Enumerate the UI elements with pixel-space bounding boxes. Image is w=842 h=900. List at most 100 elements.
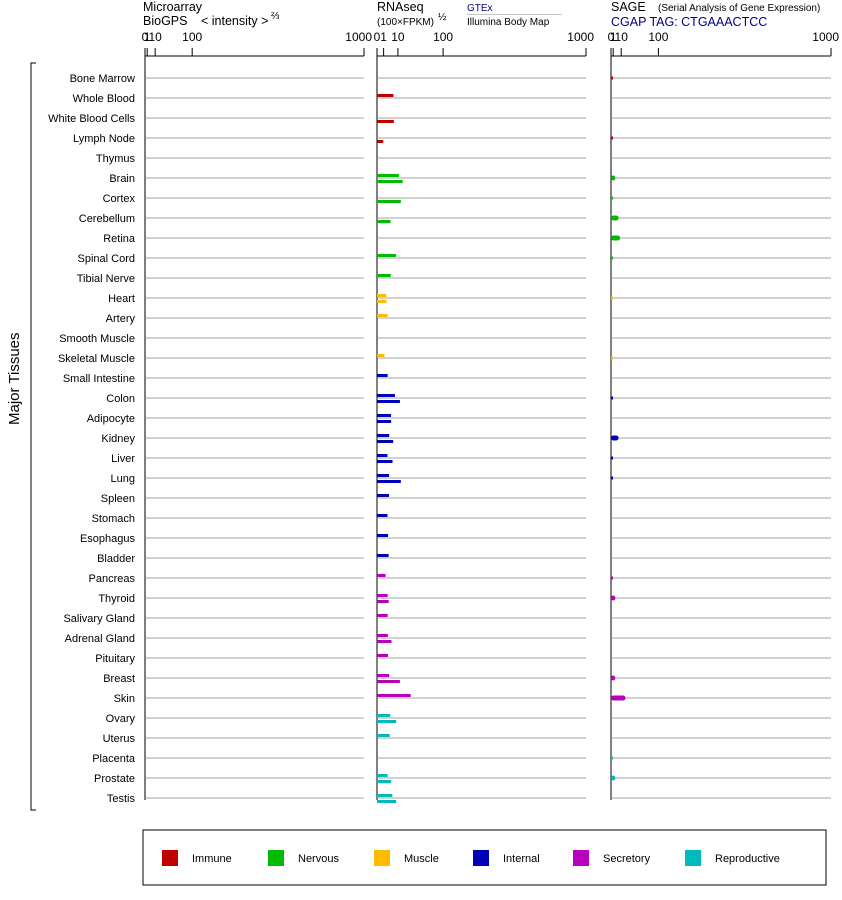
microarray-subtitle: BioGPS — [143, 14, 187, 28]
sage-bar — [611, 235, 621, 241]
rnaseq-title: RNAseq — [377, 0, 424, 14]
legend-label: Reproductive — [715, 853, 780, 865]
legend-swatch — [374, 850, 390, 866]
tissue-label: Spleen — [101, 493, 135, 505]
gtex-bar — [377, 774, 388, 777]
sage-bar — [611, 595, 616, 601]
gtex-bar — [377, 174, 399, 177]
sage-bar — [611, 476, 613, 480]
ibm-bar — [377, 640, 392, 643]
illumina-body-map-label: Illumina Body Map — [467, 17, 550, 28]
tissue-label: White Blood Cells — [48, 113, 135, 125]
tissue-label: Cerebellum — [79, 213, 135, 225]
microarray-tick-label: 0 — [142, 30, 149, 44]
sage-header: SAGE (Serial Analysis of Gene Expression… — [611, 0, 820, 29]
microarray-tick-label: 100 — [182, 30, 202, 44]
sage-bar — [611, 175, 616, 181]
gtex-bar — [377, 94, 394, 97]
gtex-bar — [377, 614, 388, 617]
gtex-bar — [377, 594, 388, 597]
sage-tick-label: 0 — [608, 30, 615, 44]
legend-swatch — [162, 850, 178, 866]
ibm-bar — [377, 120, 394, 123]
gtex-bar — [377, 634, 388, 637]
gtex-bar — [377, 314, 388, 317]
microarray-tick-label: 1 — [144, 30, 151, 44]
tissue-label: Liver — [111, 453, 135, 465]
gtex-bar — [377, 694, 411, 697]
sage-bar — [611, 456, 613, 460]
tissue-label: Thymus — [96, 153, 136, 165]
tissue-label: Colon — [106, 393, 135, 405]
legend-label: Internal — [503, 853, 540, 865]
legend-label: Immune — [192, 853, 232, 865]
tissue-label: Pituitary — [95, 653, 135, 665]
ibm-bar — [377, 680, 400, 683]
ibm-bar — [377, 780, 392, 783]
legend-label: Secretory — [603, 853, 651, 865]
rnaseq-subtitle: (100×FPKM) — [377, 17, 434, 28]
ibm-bar — [377, 220, 391, 223]
legend-swatch — [685, 850, 701, 866]
gtex-bar — [377, 374, 388, 377]
tissue-label: Prostate — [94, 773, 135, 785]
legend-items: Immune Nervous Muscle Internal Secretory Repr… — [162, 850, 780, 866]
sage-bar — [611, 396, 613, 400]
side-label: Major Tissues — [6, 332, 23, 425]
gtex-bar — [377, 714, 391, 717]
gtex-label: GTEx — [467, 3, 493, 14]
legend: Immune Nervous Muscle Internal Secretory Repr… — [142, 829, 827, 886]
sage-tag: CGAP TAG: CTGAAACTCC — [611, 15, 767, 29]
gtex-bar — [377, 494, 390, 497]
rnaseq-tick-label: 10 — [391, 30, 405, 44]
ibm-bar — [377, 420, 392, 423]
rnaseq-power: ½ — [438, 12, 447, 23]
legend-swatch — [573, 850, 589, 866]
sage-bar — [611, 215, 619, 221]
sage-bar — [611, 775, 616, 781]
tissue-label: Adipocyte — [87, 413, 135, 425]
tissue-label: Salivary Gland — [63, 613, 135, 625]
sage-bar — [611, 136, 613, 140]
rnaseq-tick-label: 1 — [380, 30, 387, 44]
legend-label: Muscle — [404, 853, 439, 865]
ibm-bar — [377, 600, 389, 603]
tissue-label: Bone Marrow — [70, 73, 135, 85]
ibm-bar — [377, 800, 397, 803]
gtex-bar — [377, 354, 385, 357]
bars-layer — [377, 76, 626, 803]
microarray-power: ⅔ — [271, 11, 280, 22]
rnaseq-tick-label: 1000 — [567, 30, 594, 44]
ibm-bar — [377, 440, 394, 443]
tissue-label: Pancreas — [89, 573, 136, 585]
tissue-label: Bladder — [97, 553, 135, 565]
sage-tick-label: 1 — [610, 30, 617, 44]
tissue-label: Smooth Muscle — [59, 333, 135, 345]
ibm-bar — [377, 180, 403, 183]
sage-bar — [611, 756, 613, 760]
tissue-label: Tibial Nerve — [77, 273, 135, 285]
gtex-bar — [377, 514, 388, 517]
tissue-label: Lung — [111, 473, 135, 485]
tissue-label: Brain — [109, 173, 135, 185]
ibm-bar — [377, 480, 401, 483]
ibm-bar — [377, 300, 387, 303]
gtex-bar — [377, 554, 389, 557]
tissue-label: Ovary — [106, 713, 136, 725]
sage-title: SAGE — [611, 0, 646, 14]
tissue-label: Placenta — [92, 753, 136, 765]
gtex-bar — [377, 574, 386, 577]
tissue-label: Retina — [103, 233, 136, 245]
microarray-scale: < intensity > — [201, 14, 268, 28]
sage-bar — [611, 695, 626, 701]
gtex-bar — [377, 654, 389, 657]
tissue-label: Uterus — [103, 733, 136, 745]
tissue-label: Stomach — [92, 513, 135, 525]
gridlines — [145, 77, 831, 799]
tissue-label: Skeletal Muscle — [58, 353, 135, 365]
ibm-bar — [377, 400, 400, 403]
tissue-label: Artery — [106, 313, 136, 325]
sage-bar — [611, 196, 613, 200]
sage-tick-label: 10 — [615, 30, 629, 44]
microarray-title: Microarray — [143, 0, 203, 14]
